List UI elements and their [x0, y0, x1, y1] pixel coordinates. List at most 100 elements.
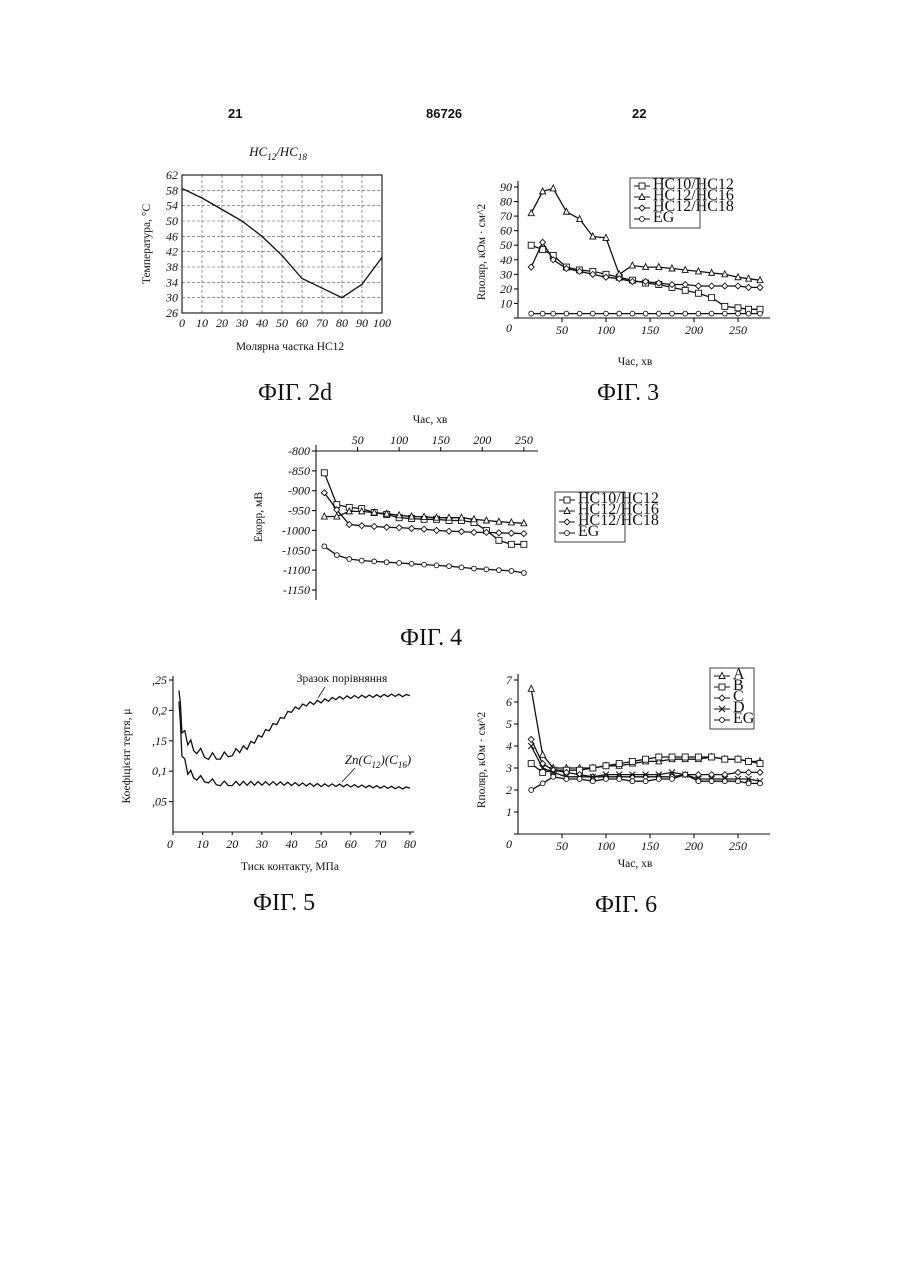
data-point [617, 777, 622, 782]
y-tick-label: 0,2 [152, 703, 167, 717]
plot-area: 1234567501001502002500Час, хвRполяр, кОм… [476, 666, 770, 870]
x-tick-label: 0 [167, 837, 173, 851]
legend-marker [640, 217, 645, 222]
data-point [695, 283, 701, 289]
data-point [397, 561, 402, 566]
y-tick-label: -1100 [283, 563, 310, 577]
legend-marker [565, 531, 570, 536]
data-point [396, 525, 402, 531]
data-point [683, 772, 688, 777]
data-point [746, 758, 752, 764]
data-point [434, 527, 440, 533]
x-tick-label: 50 [315, 837, 327, 851]
data-point [334, 553, 339, 558]
x-tick-label: 80 [336, 316, 348, 330]
data-point [722, 311, 727, 316]
data-point [577, 777, 582, 782]
data-point [472, 566, 477, 571]
y-tick-label: -850 [288, 464, 310, 478]
data-point [521, 531, 527, 537]
caption-fig4: ФІГ. 4 [400, 625, 462, 652]
data-point [590, 779, 595, 784]
series-line [324, 473, 524, 545]
legend-marker [719, 684, 725, 690]
data-point [683, 311, 688, 316]
y-tick-label: 1 [506, 805, 512, 819]
y-tick-label: -1150 [283, 583, 310, 597]
x-tick-label: 100 [373, 316, 391, 330]
data-point [629, 758, 635, 764]
data-point [757, 769, 763, 775]
data-point [617, 311, 622, 316]
page-number-left: 21 [228, 106, 242, 121]
data-point [696, 779, 701, 784]
x-tick-label: 60 [345, 837, 357, 851]
data-point [722, 756, 728, 762]
data-point [484, 567, 489, 572]
data-point [656, 777, 661, 782]
caption-fig2d: ФІГ. 2d [258, 380, 332, 407]
data-point [422, 562, 427, 567]
y-tick-label: 62 [166, 168, 178, 182]
data-point [758, 311, 763, 316]
legend-marker [564, 497, 570, 503]
data-point [528, 743, 534, 749]
data-point [758, 781, 763, 786]
chart-fig5: ,050,1,150,2,2501020304050607080Тиск кон… [110, 660, 430, 885]
y-tick-label: 26 [166, 306, 178, 320]
data-point [496, 537, 502, 543]
data-point [551, 311, 556, 316]
legend-label: EG [578, 523, 600, 540]
data-point [709, 283, 715, 289]
data-point [508, 530, 514, 536]
x-tick-label: 30 [255, 837, 268, 851]
data-point [540, 311, 545, 316]
data-point [746, 769, 752, 775]
data-point [735, 769, 741, 775]
data-point [709, 754, 715, 760]
x-tick-label: 70 [374, 837, 386, 851]
y-tick-label: 50 [166, 214, 178, 228]
y-tick-label: 60 [500, 224, 512, 238]
y-tick-label: -1000 [282, 523, 310, 537]
data-point [669, 754, 675, 760]
y-tick-label: 80 [500, 195, 512, 209]
y-tick-label: 38 [165, 260, 178, 274]
x-tick-label: 0 [179, 316, 185, 330]
y-tick-label: ,15 [152, 734, 167, 748]
series-line [324, 546, 524, 573]
data-point [604, 311, 609, 316]
x-tick-label: 20 [226, 837, 238, 851]
data-point [564, 311, 569, 316]
data-point [603, 763, 609, 769]
data-point [434, 563, 439, 568]
data-point [509, 569, 514, 574]
data-point [670, 777, 675, 782]
data-point [528, 210, 534, 216]
data-point [528, 736, 534, 742]
data-point [528, 242, 534, 248]
y-tick-label: ,25 [152, 673, 167, 687]
x-tick-label: 30 [235, 316, 248, 330]
data-point [471, 529, 477, 535]
y-tick-label: -1050 [282, 543, 310, 557]
data-point [409, 561, 414, 566]
data-point [746, 311, 751, 316]
x-tick-label: 70 [316, 316, 328, 330]
y-tick-label: -800 [288, 444, 310, 458]
data-point [564, 777, 569, 782]
data-point [746, 284, 752, 290]
plot-area: 102030405060708090501001502002500Час, хв… [476, 176, 770, 368]
data-point [540, 751, 546, 757]
x-tick-label: 50 [352, 433, 364, 447]
data-point [696, 311, 701, 316]
x-axis-label: Час, хв [413, 414, 448, 426]
data-point [695, 754, 701, 760]
data-point [722, 303, 728, 309]
data-point [409, 525, 415, 531]
y-axis-label: Температура, °C [141, 204, 153, 285]
data-point [528, 685, 534, 691]
x-tick-label: 100 [390, 433, 408, 447]
data-point [497, 568, 502, 573]
x-tick-label: 60 [296, 316, 308, 330]
